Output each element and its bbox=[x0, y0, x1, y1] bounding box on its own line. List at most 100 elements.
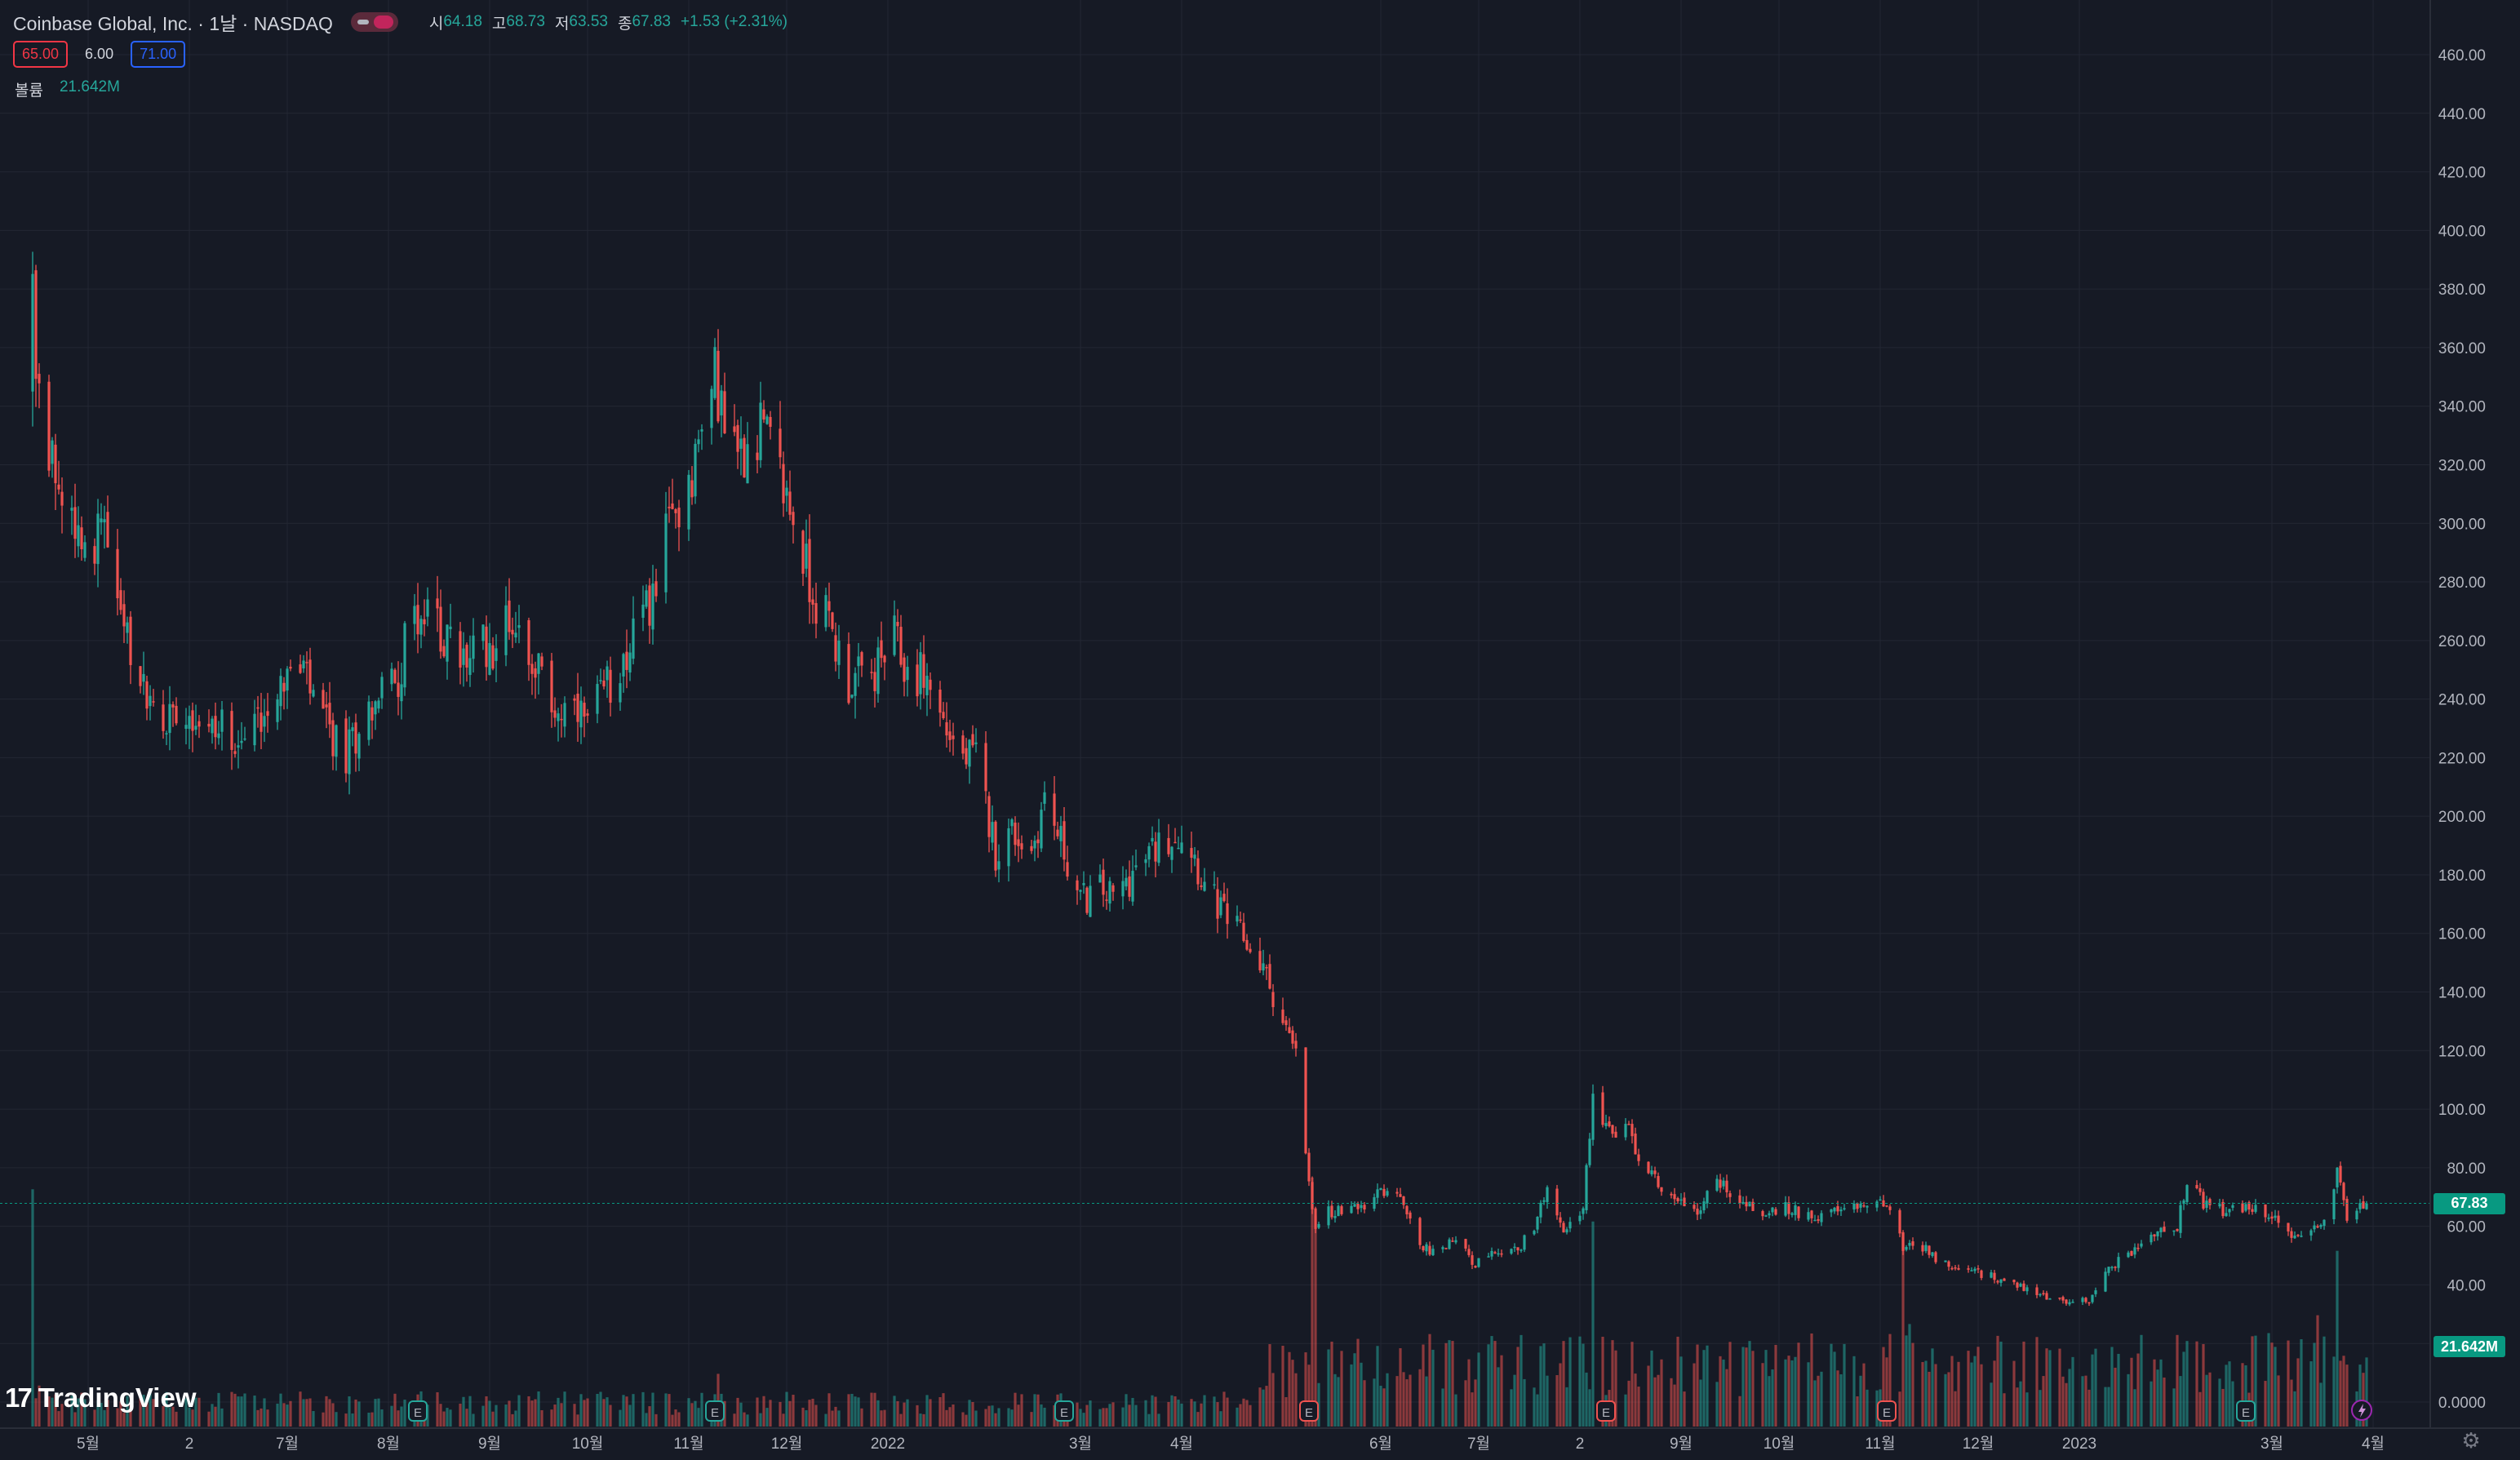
candle-body bbox=[1882, 1200, 1885, 1207]
candle-body bbox=[938, 689, 942, 713]
candle-body bbox=[550, 660, 553, 712]
volume-bar bbox=[1239, 1404, 1242, 1427]
candle-body bbox=[1696, 1209, 1699, 1215]
candle-body bbox=[694, 443, 697, 497]
time-tick-label: 3월 bbox=[1069, 1435, 1092, 1453]
volume-bar bbox=[765, 1408, 769, 1427]
volume-bar bbox=[1555, 1374, 1559, 1427]
candle-body bbox=[286, 668, 289, 691]
candle-body bbox=[439, 606, 442, 652]
candle-body bbox=[220, 709, 224, 732]
volume-bar bbox=[351, 1413, 354, 1427]
candle-body bbox=[1076, 880, 1079, 890]
candle-body bbox=[860, 652, 863, 666]
candle-body bbox=[1425, 1244, 1428, 1252]
volume-bar bbox=[1647, 1365, 1650, 1427]
candle-body bbox=[1239, 919, 1242, 921]
volume-bar bbox=[2198, 1391, 2202, 1427]
earnings-marker[interactable]: E bbox=[705, 1400, 725, 1422]
volume-bar bbox=[922, 1413, 925, 1427]
earnings-marker[interactable]: E bbox=[1877, 1400, 1897, 1422]
candle-body bbox=[1314, 1208, 1317, 1229]
volume-bar bbox=[1774, 1344, 1777, 1427]
gear-icon[interactable]: ⚙ bbox=[2461, 1428, 2481, 1453]
volume-bar bbox=[1268, 1344, 1271, 1427]
candle-body bbox=[857, 656, 860, 667]
volume-bar bbox=[1017, 1405, 1020, 1427]
candle-body bbox=[1382, 1188, 1386, 1196]
volume-bar bbox=[1333, 1373, 1337, 1427]
volume-bar bbox=[831, 1410, 834, 1427]
volume-bar bbox=[348, 1396, 351, 1427]
candle-body bbox=[2025, 1287, 2029, 1292]
volume-bar bbox=[1284, 1396, 1288, 1427]
toggle-switch[interactable] bbox=[350, 12, 398, 32]
candle-body bbox=[668, 506, 671, 508]
volume-bar bbox=[1477, 1352, 1480, 1427]
candle-body bbox=[1764, 1215, 1768, 1217]
volume-bar bbox=[997, 1408, 1000, 1427]
volume-bar bbox=[1373, 1378, 1376, 1427]
earnings-marker[interactable]: E bbox=[408, 1400, 428, 1422]
earnings-marker[interactable]: E bbox=[1596, 1400, 1616, 1422]
volume-bar bbox=[354, 1399, 357, 1427]
candle-body bbox=[2195, 1185, 2198, 1189]
close-value: 67.83 bbox=[632, 13, 671, 30]
volume-bar bbox=[1817, 1375, 1820, 1427]
volume-bar bbox=[2300, 1339, 2303, 1427]
tradingview-logo[interactable]: 17 TradingView bbox=[5, 1382, 197, 1413]
candle-body bbox=[1817, 1219, 1820, 1221]
candle-body bbox=[1722, 1180, 1725, 1187]
candle-body bbox=[586, 713, 589, 716]
volume-bar bbox=[1177, 1399, 1180, 1427]
candle-body bbox=[1173, 841, 1177, 844]
buy-button[interactable]: 71.00 bbox=[131, 41, 186, 68]
volume-bar bbox=[1154, 1396, 1157, 1427]
candle-body bbox=[1898, 1209, 1901, 1234]
volume-bar bbox=[1471, 1392, 1474, 1427]
volume-bar bbox=[1761, 1363, 1764, 1427]
candle-body bbox=[240, 740, 243, 743]
candle-body bbox=[191, 710, 194, 731]
candle-body bbox=[485, 626, 488, 668]
earnings-marker[interactable]: E bbox=[1299, 1400, 1319, 1422]
volume-bar bbox=[527, 1396, 530, 1427]
candle-body bbox=[1728, 1193, 1732, 1197]
candle-body bbox=[922, 654, 925, 688]
volume-bar bbox=[883, 1409, 886, 1427]
candle-body bbox=[462, 648, 465, 665]
earnings-marker[interactable]: E bbox=[1054, 1400, 1074, 1422]
candle-body bbox=[1830, 1209, 1833, 1213]
candle-body bbox=[2130, 1250, 2133, 1256]
candle-body bbox=[2345, 1199, 2349, 1221]
candle-body bbox=[1670, 1193, 1673, 1196]
sell-button[interactable]: 65.00 bbox=[13, 41, 69, 68]
candle-body bbox=[873, 672, 876, 691]
volume-bar bbox=[1813, 1380, 1817, 1427]
volume-bar bbox=[335, 1412, 338, 1427]
candle-body bbox=[145, 681, 149, 709]
candle-body bbox=[899, 627, 903, 665]
candle-body bbox=[2091, 1294, 2094, 1302]
volume-bar bbox=[1294, 1373, 1298, 1427]
volume-bar bbox=[2264, 1381, 2267, 1427]
candle-body bbox=[1363, 1205, 1366, 1210]
volume-bar bbox=[2319, 1382, 2323, 1427]
volume-legend[interactable]: 볼륨 21.642M bbox=[15, 78, 120, 100]
candle-body bbox=[1360, 1205, 1363, 1209]
candle-body bbox=[2019, 1284, 2022, 1287]
candle-body bbox=[850, 694, 854, 698]
open-label: 시 bbox=[428, 15, 444, 33]
candle-body bbox=[808, 539, 811, 602]
earnings-marker[interactable]: E bbox=[2236, 1400, 2256, 1422]
candle-body bbox=[788, 491, 792, 515]
volume-bar bbox=[2048, 1350, 2052, 1427]
volume-bar bbox=[51, 1397, 54, 1427]
volume-bar bbox=[1790, 1360, 1794, 1427]
symbol-title[interactable]: Coinbase Global, Inc. · 1날 · NASDAQ bbox=[13, 13, 333, 34]
candle-body bbox=[723, 391, 726, 433]
volume-bar bbox=[1954, 1391, 1957, 1427]
candle-body bbox=[302, 660, 305, 669]
volume-bar bbox=[1699, 1379, 1702, 1427]
